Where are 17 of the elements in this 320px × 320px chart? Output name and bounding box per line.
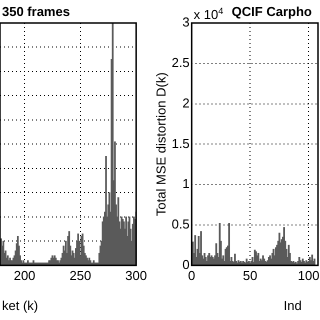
y-tick-label: 2.5 [172,54,190,70]
y-tick-label: 0 [182,256,190,272]
y-tick-label: 2 [182,95,190,110]
y-tick-label: 3 [182,14,190,30]
y-tick-label: 1.5 [172,136,190,151]
x-tick-label: 250 [70,268,92,283]
chart-title: 350 frames [2,4,70,19]
x-tick-label: 300 [125,268,148,283]
x-tick-label: 50 [242,268,258,283]
x-tick-label: 200 [14,268,36,283]
y-tick-label: 1 [182,176,190,192]
y-tick-label: 0.5 [172,216,190,232]
y-axis-title: Total MSE distortion D(k) [153,72,168,216]
x-axis-title: ket (k) [2,298,38,313]
chart-title: QCIF Carpho [232,4,312,19]
x-axis-title: Ind [284,298,302,313]
x-tick-label: 100 [298,268,320,283]
